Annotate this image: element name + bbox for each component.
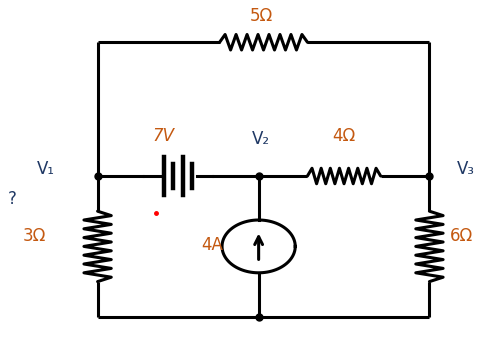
Text: 7V: 7V [152,126,175,145]
Text: V₂: V₂ [252,130,270,148]
Text: V₃: V₃ [457,160,475,178]
Text: 3Ω: 3Ω [22,227,46,245]
Text: 5Ω: 5Ω [249,7,273,25]
Text: 6Ω: 6Ω [449,227,473,245]
Text: 4Ω: 4Ω [332,126,356,145]
Text: V₁: V₁ [38,160,55,178]
Text: 4A: 4A [202,235,223,254]
Text: ?: ? [8,190,17,208]
